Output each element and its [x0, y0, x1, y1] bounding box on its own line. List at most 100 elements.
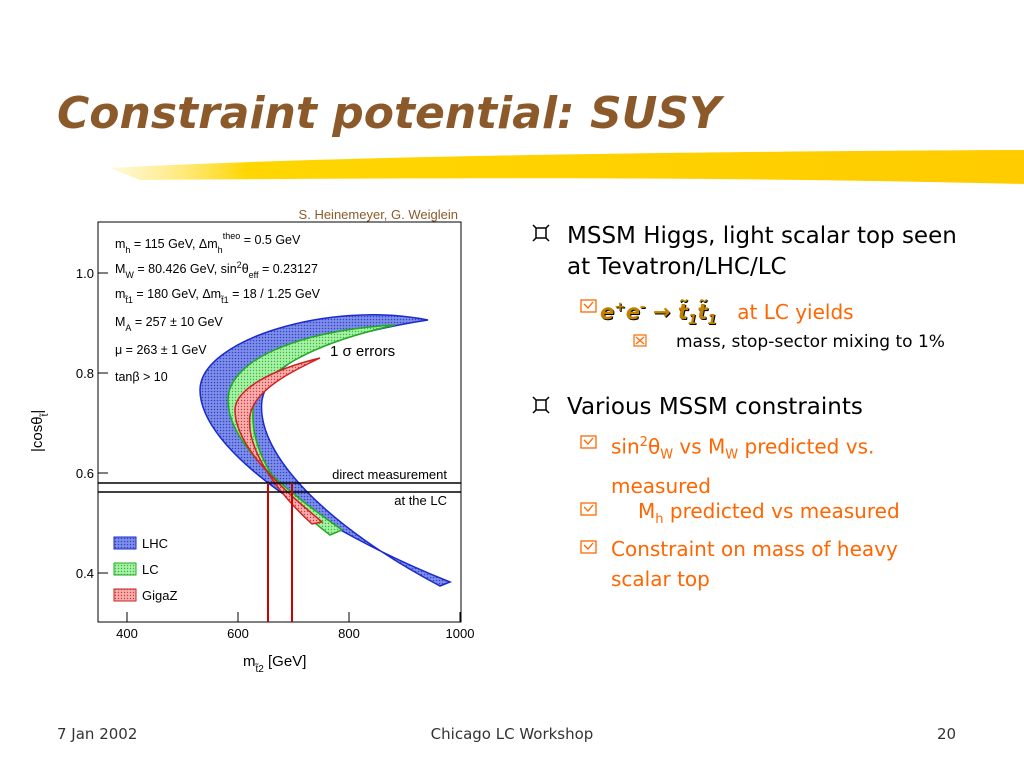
t: vs M — [673, 434, 726, 459]
t: = 257 ± 10 GeV — [131, 315, 223, 329]
t: W — [725, 447, 739, 463]
t: t̃1 — [124, 295, 133, 305]
legend-swatch — [113, 536, 137, 550]
bullet: Various MSSM constraints — [567, 394, 863, 420]
footer-date: 7 Jan 2002 — [57, 725, 138, 743]
sub-bullet-text: at LC yields — [737, 300, 854, 324]
t: e — [625, 300, 640, 324]
sub-bullet: Mh predicted vs measured — [638, 496, 978, 535]
t: t̃2 — [254, 662, 264, 674]
t: = 180 GeV, Δm — [133, 287, 221, 301]
parameter: mt̃1 = 180 GeV, Δmt̃1 = 18 / 1.25 GeV — [115, 287, 321, 305]
parameters: mh = 115 GeV, Δmhtheo = 0.5 GeV MW = 80.… — [115, 231, 321, 384]
t: predicted vs. measured — [611, 434, 875, 498]
t: 2 — [639, 435, 648, 450]
t: W — [125, 270, 134, 280]
t: 1 — [707, 312, 717, 329]
y-axis-label: |cosθt̃| — [29, 410, 51, 452]
t: 1 — [687, 312, 698, 329]
t: [GeV] — [264, 653, 307, 670]
t: t̃ — [677, 300, 688, 324]
t: h — [125, 245, 130, 255]
sub-bullet: e+e- → t̃1t̃1 at LC yields — [600, 292, 854, 335]
t: M — [638, 499, 656, 523]
bullet-icon — [532, 224, 550, 242]
x-tick-label: 1000 — [446, 626, 475, 641]
t: m — [115, 237, 125, 251]
parameter: MW = 80.426 GeV, sin2θeff = 0.23127 — [115, 260, 318, 280]
legend-label: LC — [142, 562, 159, 577]
t: m — [115, 287, 125, 301]
errors-label: 1 σ errors — [330, 343, 395, 360]
legend-label: GigaZ — [142, 588, 177, 603]
x-tick-label: 800 — [338, 626, 360, 641]
t: = 80.426 GeV, sin — [134, 262, 237, 276]
t: = 0.23127 — [258, 262, 317, 276]
t: t̃1 — [220, 295, 229, 305]
y-ticks: 1.0 0.8 0.6 0.4 — [76, 266, 94, 581]
parameter: tanβ > 10 — [115, 370, 168, 384]
title-underline — [110, 150, 1024, 184]
footer-event: Chicago LC Workshop — [430, 725, 594, 743]
t: → — [645, 300, 678, 324]
t: sin — [611, 434, 640, 459]
t: M — [115, 262, 125, 276]
t: | — [29, 410, 46, 414]
formula: e+e- → t̃1t̃1 — [600, 299, 717, 328]
sub-bullet: sin2θW vs MW predicted vs. measured — [611, 428, 971, 501]
t: A — [125, 323, 131, 333]
t: m — [243, 653, 256, 670]
t: θ — [242, 262, 249, 276]
bullet: MSSM Higgs, light scalar top seen at Tev… — [567, 223, 957, 280]
t: M — [115, 315, 125, 329]
x-tick-label: 400 — [116, 626, 138, 641]
t: h — [218, 245, 223, 255]
parameter: μ = 263 ± 1 GeV — [115, 343, 207, 357]
parameter: mh = 115 GeV, Δmhtheo = 0.5 GeV — [115, 231, 301, 255]
t: W — [660, 447, 674, 463]
t: + — [614, 299, 626, 315]
x-tick-label: 600 — [227, 626, 249, 641]
plot-frame — [97, 221, 462, 623]
bullet-icon — [532, 396, 550, 414]
y-tick-label: 1.0 — [76, 266, 94, 281]
t: 2 — [237, 260, 242, 270]
slide-title: Constraint potential: SUSY — [57, 88, 721, 139]
t: h — [655, 512, 664, 527]
y-tick-label: 0.4 — [76, 566, 94, 581]
measurement-label: at the LC — [394, 493, 447, 508]
y-tick-label: 0.6 — [76, 466, 94, 481]
t: predicted vs measured — [663, 499, 900, 523]
t: θ — [647, 434, 661, 459]
sub-sub-bullet-icon — [633, 334, 647, 347]
sub-sub-bullet: mass, stop-sector mixing to 1% — [676, 332, 945, 352]
lhc-band — [199, 313, 453, 587]
t: |cosθ — [29, 416, 46, 452]
measurement-label: direct measurement — [332, 467, 447, 482]
t: - — [639, 299, 646, 315]
t: theo — [223, 231, 241, 241]
x-ticks: 400 600 800 1000 — [116, 626, 474, 641]
legend-swatch — [113, 562, 137, 576]
parameter: MA = 257 ± 10 GeV — [115, 315, 223, 333]
t: = 18 / 1.25 GeV — [229, 287, 321, 301]
legend-label: LHC — [142, 536, 168, 551]
gigaz-band — [234, 357, 324, 525]
t: eff — [249, 270, 259, 280]
footer-page: 20 — [937, 725, 957, 743]
sub-bullet: Constraint on mass of heavy scalar top — [611, 537, 898, 591]
t: e — [600, 300, 615, 324]
legend-swatch — [113, 588, 137, 602]
tick-marks — [98, 272, 461, 622]
t: t̃ — [38, 413, 50, 418]
figure-credit: S. Heinemeyer, G. Weiglein — [299, 207, 458, 222]
y-tick-label: 0.8 — [76, 366, 94, 381]
x-axis-label: mt̃2 [GeV] — [243, 653, 306, 675]
t: = 0.5 GeV — [240, 233, 301, 247]
t: t̃ — [697, 300, 708, 324]
t: = 115 GeV, Δm — [130, 237, 217, 251]
sub-bullet-icon — [580, 299, 597, 554]
